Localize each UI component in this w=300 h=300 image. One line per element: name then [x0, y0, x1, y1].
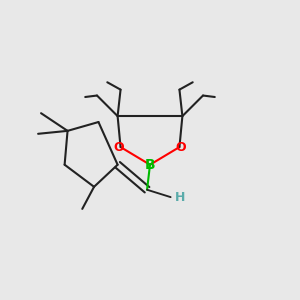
Text: B: B [145, 158, 155, 172]
Text: O: O [114, 141, 124, 154]
Text: H: H [174, 190, 185, 204]
Text: O: O [176, 141, 186, 154]
